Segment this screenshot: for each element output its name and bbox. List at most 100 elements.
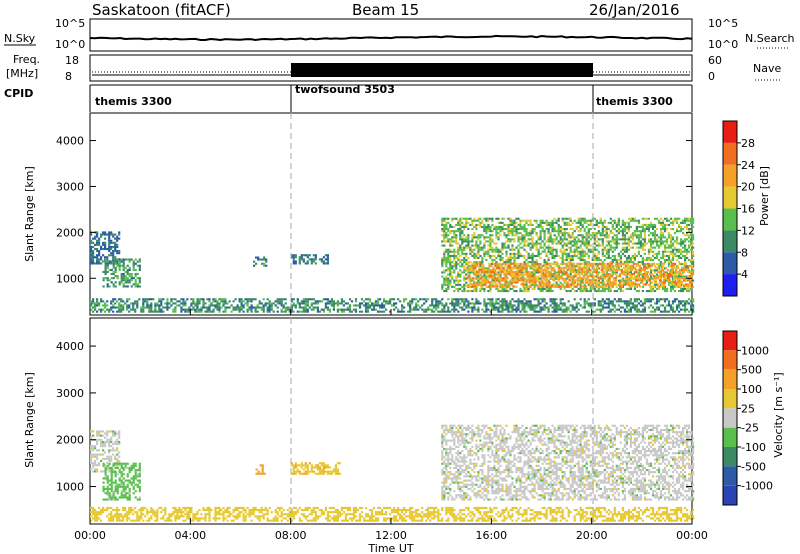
- power-echo-cell: [671, 244, 675, 247]
- power-echo-cell: [553, 225, 556, 228]
- power-echo-cell: [656, 266, 660, 269]
- power-echo-cell: [561, 254, 564, 257]
- power-echo-cell: [308, 298, 311, 301]
- power-echo-cell: [669, 290, 673, 293]
- power-echo-cell: [605, 279, 608, 282]
- power-echo-cell: [200, 298, 203, 301]
- power-echo-cell: [134, 275, 137, 278]
- power-echo-cell: [447, 310, 450, 313]
- power-echo-cell: [537, 304, 540, 307]
- power-echo-cell: [502, 283, 505, 286]
- power-echo-cell: [665, 287, 669, 290]
- power-echo-cell: [136, 300, 139, 303]
- power-echo-cell: [485, 236, 488, 239]
- power-echo-cell: [455, 240, 458, 243]
- power-echo-cell: [653, 302, 657, 305]
- velocity-echo-cell: [106, 430, 109, 433]
- power-echo-cell: [588, 279, 591, 282]
- power-echo-cell: [595, 236, 598, 239]
- power-echo-cell: [565, 221, 568, 224]
- power-echo-cell: [555, 238, 558, 241]
- power-echo-cell: [475, 219, 478, 222]
- power-echo-cell: [495, 306, 498, 309]
- power-echo-cell: [631, 217, 634, 220]
- power-echo-cell: [546, 264, 549, 267]
- power-echo-cell: [489, 290, 492, 293]
- power-echo-cell: [675, 217, 679, 220]
- power-echo-cell: [449, 223, 452, 226]
- power-echo-cell: [118, 298, 121, 301]
- power-echo-cell: [664, 273, 668, 276]
- power-echo-cell: [541, 246, 544, 249]
- power-echo-cell: [457, 248, 460, 251]
- power-echo-cell: [463, 275, 466, 278]
- power-echo-cell: [94, 262, 97, 265]
- power-echo-cell: [601, 230, 604, 233]
- power-echo-cell: [212, 298, 215, 301]
- power-echo-cell: [523, 228, 526, 231]
- power-echo-cell: [515, 308, 518, 311]
- power-echo-cell: [509, 310, 512, 313]
- power-echo-cell: [534, 281, 537, 284]
- power-echo-cell: [577, 250, 580, 253]
- power-echo-cell: [627, 236, 630, 239]
- power-echo-cell: [459, 302, 462, 305]
- power-echo-cell: [557, 228, 560, 231]
- power-echo-cell: [626, 279, 629, 282]
- power-echo-cell: [605, 248, 608, 251]
- power-echo-cell: [576, 279, 579, 282]
- power-echo-cell: [443, 240, 446, 243]
- power-echo-cell: [238, 300, 241, 303]
- power-echo-cell: [652, 275, 656, 278]
- power-echo-cell: [537, 250, 540, 253]
- power-echo-cell: [609, 248, 612, 251]
- power-echo-cell: [477, 256, 480, 259]
- power-echo-cell: [541, 219, 544, 222]
- power-echo-cell: [102, 241, 105, 244]
- power-echo-cell: [455, 265, 458, 268]
- power-echo-cell: [338, 302, 341, 305]
- power-echo-cell: [487, 230, 490, 233]
- power-echo-cell: [633, 259, 636, 262]
- power-echo-cell: [674, 281, 678, 284]
- power-echo-cell: [451, 302, 454, 305]
- power-echo-cell: [688, 230, 691, 233]
- power-echo-cell: [350, 300, 354, 303]
- power-echo-cell: [671, 308, 675, 311]
- power-echo-cell: [653, 256, 657, 259]
- power-echo-cell: [475, 225, 478, 228]
- power-echo-cell: [549, 240, 552, 243]
- power-echo-cell: [535, 221, 538, 224]
- power-echo-cell: [541, 298, 544, 301]
- power-echo-cell: [513, 252, 516, 255]
- power-echo-cell: [627, 300, 630, 303]
- power-echo-cell: [136, 264, 139, 267]
- power-echo-cell: [457, 252, 460, 255]
- power-echo-cell: [585, 240, 588, 243]
- power-echo-cell: [443, 244, 446, 247]
- power-echo-cell: [531, 223, 534, 226]
- power-echo-cell: [518, 266, 521, 269]
- power-echo-cell: [461, 290, 464, 293]
- power-echo-cell: [663, 240, 667, 243]
- power-echo-cell: [610, 275, 613, 278]
- power-echo-cell: [684, 259, 687, 262]
- power-echo-cell: [684, 275, 687, 278]
- power-echo-cell: [466, 285, 469, 288]
- power-echo-cell: [563, 287, 566, 290]
- power-echo-cell: [92, 241, 95, 244]
- power-echo-cell: [469, 250, 472, 253]
- power-echo-cell: [680, 230, 683, 233]
- power-echo-cell: [594, 268, 597, 271]
- power-echo-cell: [642, 279, 645, 282]
- power-echo-cell: [583, 254, 586, 257]
- power-echo-cell: [453, 263, 456, 266]
- power-echo-cell: [499, 310, 502, 313]
- power-echo-cell: [190, 302, 193, 305]
- power-echo-cell: [453, 285, 456, 288]
- power-echo-cell: [513, 248, 516, 251]
- power-echo-cell: [479, 225, 482, 228]
- power-echo-cell: [449, 256, 452, 259]
- power-echo-cell: [617, 300, 620, 303]
- power-echo-cell: [505, 259, 508, 262]
